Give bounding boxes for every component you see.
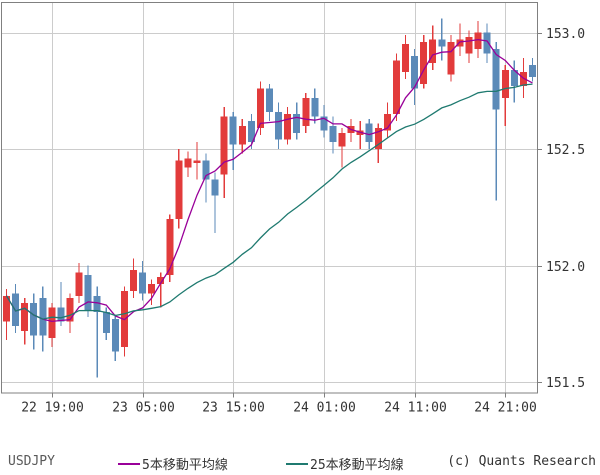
svg-text:24 21:00: 24 21:00 <box>474 401 537 416</box>
svg-text:24 01:00: 24 01:00 <box>293 401 356 416</box>
ma5-line <box>5 38 533 323</box>
ma25-line-swatch <box>286 462 308 465</box>
grid-lines <box>2 3 537 393</box>
svg-text:151.5: 151.5 <box>546 376 585 391</box>
svg-text:23 05:00: 23 05:00 <box>112 401 175 416</box>
chart-footer: USDJPY 5本移動平均線 25本移動平均線 (c) Quants Resea… <box>0 449 600 475</box>
ma25-legend-label: 25本移動平均線 <box>310 458 404 473</box>
ma25-line <box>5 83 533 320</box>
svg-text:22 19:00: 22 19:00 <box>21 401 84 416</box>
legend-item-ma25: 25本移動平均線 <box>286 454 404 473</box>
ma5-legend-label: 5本移動平均線 <box>142 458 228 473</box>
candles <box>3 18 536 378</box>
svg-text:23 15:00: 23 15:00 <box>202 401 265 416</box>
x-axis-labels: 22 19:00 23 05:00 23 15:00 24 01:00 24 11:00… <box>21 392 537 416</box>
ma5-line-swatch <box>118 462 140 465</box>
legend-item-ma5: 5本移動平均線 <box>118 454 228 473</box>
svg-text:153.0: 153.0 <box>546 27 585 42</box>
plot-frame <box>1 2 538 394</box>
y-axis-labels: 153.0 152.5 152.0 151.5 <box>537 27 585 391</box>
svg-text:152.5: 152.5 <box>546 143 585 158</box>
candlestick-chart-svg: 22 19:00 23 05:00 23 15:00 24 01:00 24 11:00… <box>1 2 585 416</box>
svg-text:24 11:00: 24 11:00 <box>384 401 447 416</box>
copyright-label: (c) Quants Research <box>447 454 596 469</box>
symbol-label: USDJPY <box>8 454 55 469</box>
candlestick-chart: 22 19:00 23 05:00 23 15:00 24 01:00 24 11:00… <box>1 2 585 416</box>
svg-text:152.0: 152.0 <box>546 260 585 275</box>
